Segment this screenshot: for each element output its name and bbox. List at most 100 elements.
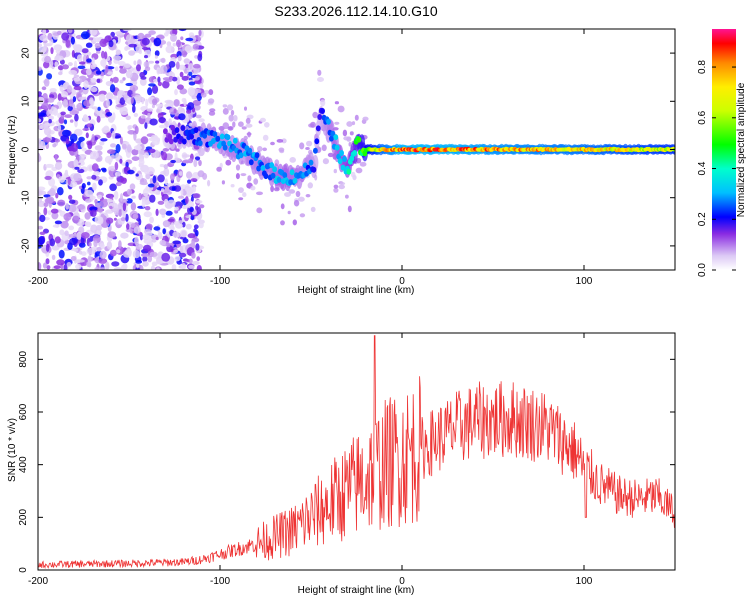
heatmap-noise-blob <box>98 179 103 186</box>
heatmap-x-ticks: -200 -100 0 100 <box>28 29 593 287</box>
heatmap-noise-blob <box>133 226 141 234</box>
heatmap-noise-blob <box>77 204 86 210</box>
heatmap-noise-blob <box>48 119 52 124</box>
colorbar-ticks: 0.0 0.2 0.4 0.6 0.8 <box>697 60 736 277</box>
heatmap-noise-blob <box>62 82 68 89</box>
heatmap-noise-blob <box>86 247 96 255</box>
heatmap-noise-blob <box>81 232 90 239</box>
heatmap-noise-blob <box>208 89 214 96</box>
heatmap-noise-blob <box>222 122 229 130</box>
heatmap-noise-blob <box>85 42 93 48</box>
heatmap-noise-blob <box>140 136 149 145</box>
heatmap-x-tick-label: -200 <box>28 276 48 287</box>
heatmap-noise-blob <box>281 138 287 144</box>
heatmap-noise-blob <box>54 236 61 244</box>
heatmap-noise-blob <box>257 146 263 152</box>
heatmap-noise-blob <box>243 135 248 141</box>
heatmap-noise-blob <box>191 261 200 265</box>
heatmap-noise-blob <box>118 61 126 66</box>
heatmap-noise-blob <box>192 193 201 199</box>
heatmap-noise-blob <box>76 231 82 240</box>
snr-panel: 0 200 400 600 800 -200 -100 0 100 Height of str… <box>7 332 676 596</box>
heatmap-noise-blob <box>154 50 160 57</box>
heatmap-noise-blob <box>160 57 166 64</box>
snr-y-label: SNR (10 * v/v) <box>7 418 18 482</box>
heatmap-noise-blob <box>48 103 52 110</box>
heatmap-noise-blob <box>144 66 151 72</box>
heatmap-noise-blob <box>94 145 103 151</box>
heatmap-noise-blob <box>165 120 169 128</box>
heatmap-noise-blob <box>106 92 114 101</box>
heatmap-noise-blob <box>167 199 176 208</box>
heatmap-noise-blob <box>195 200 203 204</box>
heatmap-noise-blob <box>113 55 122 61</box>
heatmap-noise-blob <box>120 232 129 239</box>
heatmap-noise-blob <box>146 108 154 112</box>
heatmap-noise-blob <box>354 114 359 121</box>
heatmap-noise-blob <box>93 240 98 248</box>
heatmap-ridge-core <box>337 158 343 165</box>
heatmap-ridge-core <box>248 159 254 166</box>
heatmap-noise-blob <box>78 96 87 101</box>
heatmap-noise-blob <box>38 118 42 123</box>
heatmap-noise-blob <box>96 246 102 252</box>
heatmap-noise-blob <box>185 37 194 42</box>
heatmap-noise-blob <box>196 265 202 270</box>
heatmap-noise-blob <box>181 205 188 210</box>
heatmap-noise-blob <box>348 142 352 147</box>
heatmap-noise-blob <box>98 93 106 102</box>
heatmap-ridge-core <box>167 133 173 140</box>
heatmap-noise-blob <box>280 203 285 210</box>
heatmap-noise-blob <box>135 267 140 270</box>
heatmap-noise-blob <box>130 96 134 104</box>
heatmap-noise-blob <box>111 261 120 267</box>
heatmap-noise-blob <box>143 152 150 159</box>
heatmap-noise-blob <box>196 256 200 262</box>
heatmap-noise-blob <box>312 111 319 119</box>
heatmap-noise-blob <box>42 93 48 100</box>
heatmap-noise-blob <box>90 78 97 83</box>
heatmap-noise-blob <box>135 260 143 264</box>
heatmap-noise-blob <box>200 92 207 98</box>
heatmap-noise-blob <box>346 121 353 127</box>
heatmap-noise-blob <box>185 223 192 230</box>
heatmap-noise-blob <box>68 233 77 238</box>
heatmap-noise-blob <box>105 80 113 87</box>
heatmap-noise-blob <box>134 94 142 102</box>
heatmap-noise-blob <box>135 44 142 53</box>
snr-y-tick-label: 800 <box>18 351 29 368</box>
heatmap-noise-blob <box>186 200 195 209</box>
heatmap-ridge-core <box>263 173 269 180</box>
heatmap-noise-blob <box>232 121 236 128</box>
heatmap-noise-blob <box>193 159 198 168</box>
heatmap-noise-blob <box>67 176 71 186</box>
heatmap-y-tick-label: 20 <box>21 47 32 59</box>
heatmap-noise-blob <box>157 81 162 87</box>
heatmap-noise-blob <box>68 199 76 204</box>
heatmap-noise-blob <box>151 239 157 243</box>
heatmap-noise-blob <box>119 158 123 164</box>
heatmap-noise-blob <box>59 59 65 65</box>
heatmap-noise-blob <box>225 159 232 166</box>
heatmap-noise-blob <box>127 130 136 135</box>
heatmap-noise-blob <box>125 213 129 222</box>
heatmap-noise-blob <box>122 143 127 150</box>
heatmap-noise-blob <box>114 66 119 71</box>
heatmap-noise-blob <box>68 204 77 213</box>
heatmap-noise-blob <box>168 61 176 68</box>
heatmap-noise-blob <box>105 261 110 270</box>
heatmap-noise-blob <box>78 61 86 65</box>
heatmap-noise-blob <box>242 192 247 198</box>
heatmap-noise-blob <box>57 199 66 207</box>
heatmap-noise-blob <box>38 66 42 71</box>
heatmap-noise-blob <box>342 129 348 137</box>
heatmap-noise-blob <box>51 254 56 260</box>
heatmap-ridge-core <box>334 144 340 151</box>
heatmap-noise-blob <box>305 194 311 198</box>
heatmap-noise-blob <box>103 51 108 60</box>
colorbar-gradient <box>712 29 736 270</box>
heatmap-noise-blob <box>288 189 296 194</box>
heatmap-noise-blob <box>73 77 81 82</box>
heatmap-noise-blob <box>87 255 92 263</box>
heatmap-noise-blob <box>178 64 186 71</box>
